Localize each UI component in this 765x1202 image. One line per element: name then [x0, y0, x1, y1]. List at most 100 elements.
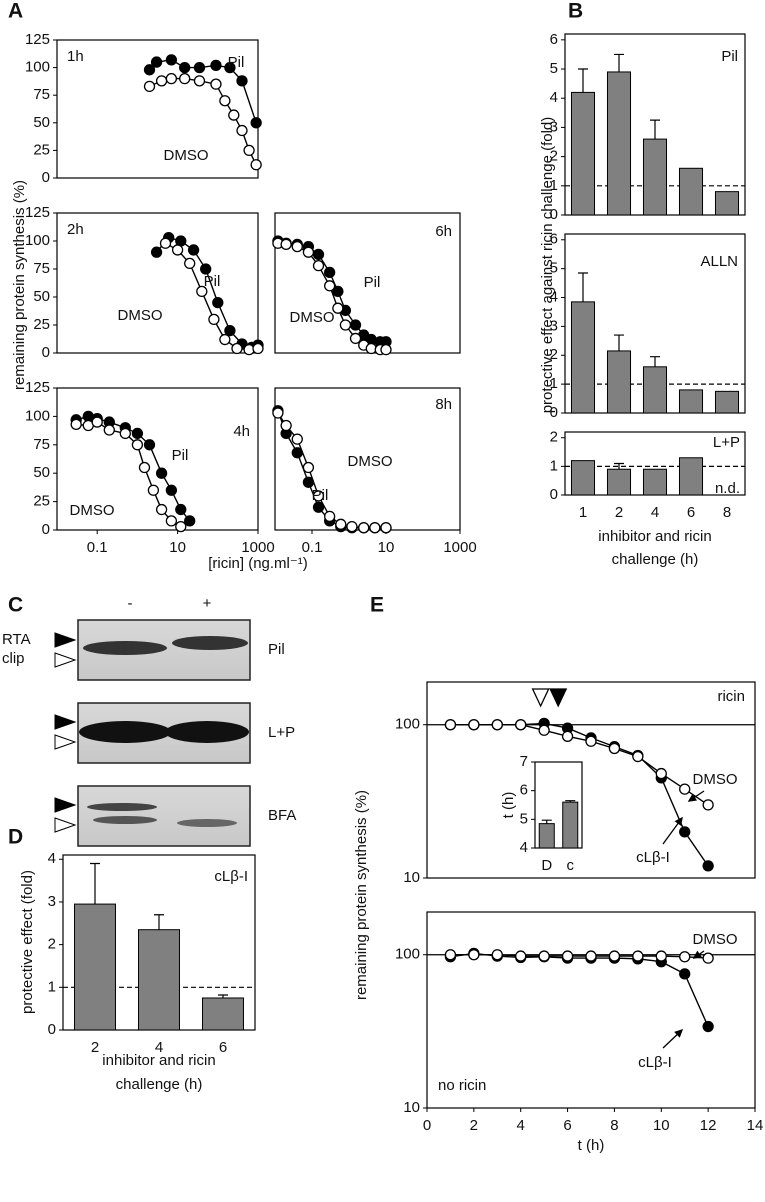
series-label: DMSO: [290, 309, 335, 326]
data-point: [332, 302, 344, 314]
x-tick-label: 0.1: [87, 539, 108, 556]
data-point: [702, 1020, 714, 1033]
error-bar: [565, 800, 576, 803]
blot-label: Pil: [268, 641, 285, 658]
panel-letter: A: [8, 0, 23, 23]
data-point: [91, 416, 103, 428]
bar: [538, 823, 555, 849]
y-tick-label: 0: [42, 344, 50, 361]
blot-panel: - + RTA clip Pil L+P BFA: [2, 595, 296, 847]
y-tick-label: 0: [550, 404, 558, 421]
y-tick-label: 2: [550, 429, 558, 446]
y-tick-label: 100: [395, 946, 420, 963]
series-line: [277, 242, 386, 351]
data-point: [608, 742, 621, 755]
x-tick-label: 1000: [241, 539, 274, 556]
y-tick-label: 100: [25, 407, 50, 424]
y-tick-label: 7: [520, 753, 528, 770]
x-tick-label: 6: [563, 1117, 571, 1134]
data-point: [165, 515, 178, 527]
bar: [562, 801, 579, 849]
data-point: [143, 64, 156, 76]
data-point: [332, 285, 344, 298]
data-point: [702, 799, 714, 811]
y-tick-label: 75: [33, 260, 50, 277]
series-line: [450, 722, 709, 867]
x-axis-label: inhibitor and ricin: [102, 1052, 215, 1069]
data-point: [250, 117, 262, 129]
arrowhead: [54, 632, 77, 648]
series-label: DMSO: [164, 147, 209, 164]
data-point: [702, 952, 714, 964]
bar: [606, 350, 632, 414]
y-axis-label: protective effect against ricin challeng…: [539, 117, 556, 414]
data-point: [302, 461, 315, 474]
data-point: [380, 522, 392, 534]
data-point: [196, 285, 208, 298]
data-point: [515, 719, 527, 731]
y-tick-label: 1: [550, 177, 558, 194]
y-tick-label: 50: [33, 288, 50, 305]
data-point: [346, 520, 358, 533]
error-bar: [614, 334, 624, 351]
y-tick-label: 10: [403, 869, 420, 886]
arrow: [662, 1028, 684, 1049]
x-axis-label: [ricin] (ng.ml⁻¹): [208, 555, 308, 572]
arrow: [662, 816, 683, 845]
x-tick-label: 6: [687, 504, 695, 521]
data-point: [155, 503, 168, 516]
x-tick-label: 8: [723, 504, 731, 521]
data-point: [380, 343, 392, 356]
series-line: [450, 952, 709, 1027]
y-axis-label: remaining protein synthesis (%): [353, 790, 370, 1000]
data-point: [219, 333, 231, 346]
y-tick-label: 0: [42, 521, 50, 538]
data-point: [291, 433, 303, 445]
data-point: [119, 427, 131, 440]
x-tick-label: 10: [653, 1117, 670, 1134]
bar: [678, 457, 704, 496]
chart-label: Pil: [721, 48, 738, 65]
y-tick-label: 100: [25, 59, 50, 76]
bar: [202, 997, 244, 1031]
error-bar: [90, 862, 100, 905]
data-point: [491, 949, 503, 961]
panel-letter: E: [370, 594, 384, 617]
bar: [642, 138, 668, 216]
x-tick-label: 0.1: [302, 539, 323, 556]
data-point: [491, 719, 503, 731]
data-point: [561, 730, 574, 742]
data-point: [632, 750, 644, 763]
series-line: [450, 724, 709, 806]
plot-frame: [426, 911, 756, 1109]
data-point: [155, 75, 168, 87]
data-point: [302, 476, 315, 488]
data-point: [200, 263, 212, 275]
y-axis-label: protective effect (fold): [19, 870, 36, 1014]
error-bar: [614, 462, 624, 470]
data-point: [250, 159, 262, 171]
x-tick-label: 1000: [443, 539, 476, 556]
data-point: [324, 280, 336, 292]
plot-frame: [534, 761, 583, 849]
data-point: [165, 484, 178, 496]
chart-label: 6h: [435, 223, 452, 240]
y-tick-label: 100: [395, 716, 420, 733]
y-tick-label: 0: [550, 206, 558, 223]
bar: [714, 390, 740, 414]
data-point: [179, 61, 191, 74]
lane-label: +: [203, 595, 212, 612]
x-tick-label: 1: [579, 504, 587, 521]
data-point: [210, 59, 222, 72]
chart-label: ricin: [717, 688, 745, 705]
data-point: [224, 61, 236, 74]
data-point: [324, 266, 336, 279]
x-tick-label: D: [541, 857, 552, 874]
bar: [570, 91, 596, 216]
panel-letter: C: [8, 594, 23, 617]
panel-letter: B: [568, 0, 583, 23]
data-point: [143, 80, 156, 93]
y-tick-label: 75: [33, 436, 50, 453]
data-point: [131, 439, 144, 451]
